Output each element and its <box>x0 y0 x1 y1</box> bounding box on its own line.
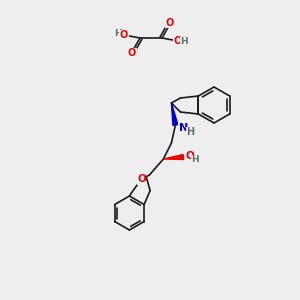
Text: O: O <box>120 30 128 40</box>
Text: N: N <box>179 123 188 133</box>
Text: H: H <box>180 38 188 46</box>
Text: O: O <box>137 174 146 184</box>
Text: H: H <box>186 127 194 137</box>
Text: H: H <box>114 29 122 38</box>
Text: O: O <box>174 36 182 46</box>
Text: O: O <box>128 48 136 58</box>
Text: H: H <box>192 155 199 164</box>
Polygon shape <box>171 103 178 125</box>
Polygon shape <box>164 154 184 160</box>
Text: O: O <box>166 18 174 28</box>
Text: O: O <box>185 151 194 161</box>
